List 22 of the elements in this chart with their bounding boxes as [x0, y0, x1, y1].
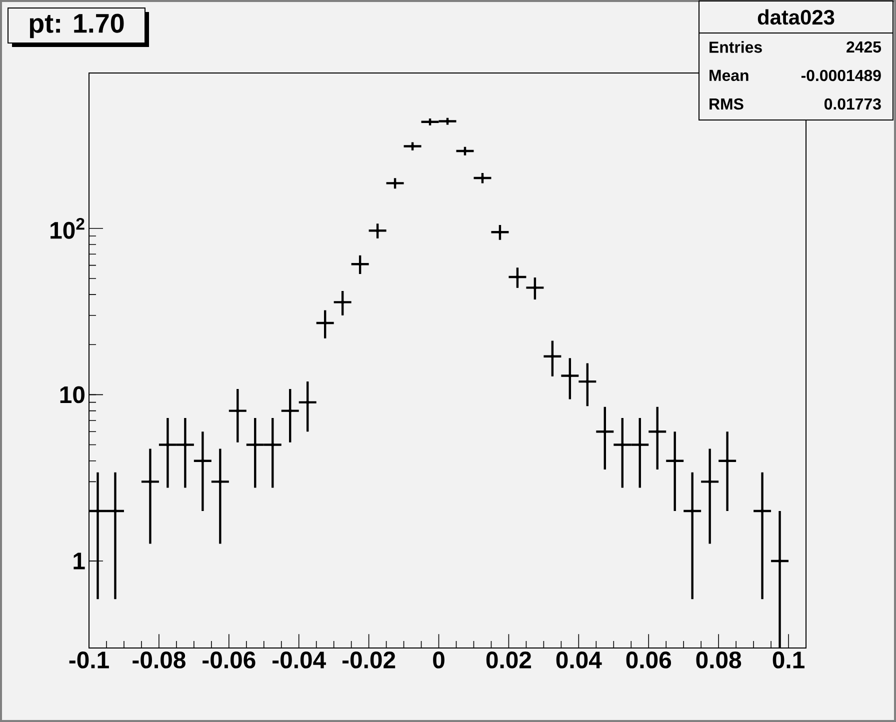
x-tick-label: 0.06	[626, 652, 672, 668]
x-tick-label: 0.1	[772, 652, 804, 668]
text: 2425	[846, 41, 882, 53]
annotation: -0.0001489	[801, 70, 881, 82]
x-tick-label: -0.06	[202, 652, 256, 668]
chart-title: pt: 1.70	[30, 14, 124, 38]
x-tick-label: -0.02	[342, 652, 396, 668]
y-tick-label: 1	[74, 552, 85, 570]
x-tick-label: -0.04	[272, 652, 326, 668]
x-tick-label: 0	[433, 652, 444, 668]
annotation: Mean	[710, 70, 748, 82]
x-tick-label: 0.04	[556, 652, 602, 668]
text: data023	[758, 9, 834, 25]
y-tick-label: 10$^{2}$	[50, 218, 84, 239]
text: 0.01773	[824, 98, 881, 110]
y-tick-label: 10	[60, 386, 84, 404]
x-tick-label: -0.08	[132, 652, 186, 668]
x-tick-label: 0.08	[696, 652, 742, 668]
x-tick-label: 0.02	[486, 652, 532, 668]
annotation: RMS	[710, 98, 744, 110]
x-tick-label: -0.1	[69, 652, 109, 668]
text: Entries	[710, 41, 762, 53]
